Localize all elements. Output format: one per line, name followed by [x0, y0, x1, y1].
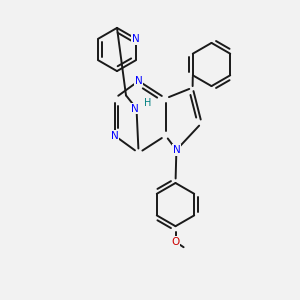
Text: N: N [135, 76, 142, 86]
Text: H: H [144, 98, 152, 108]
Text: N: N [131, 103, 139, 114]
Text: N: N [172, 145, 180, 155]
Text: N: N [111, 130, 119, 141]
Text: N: N [132, 34, 140, 44]
Text: O: O [171, 237, 180, 247]
